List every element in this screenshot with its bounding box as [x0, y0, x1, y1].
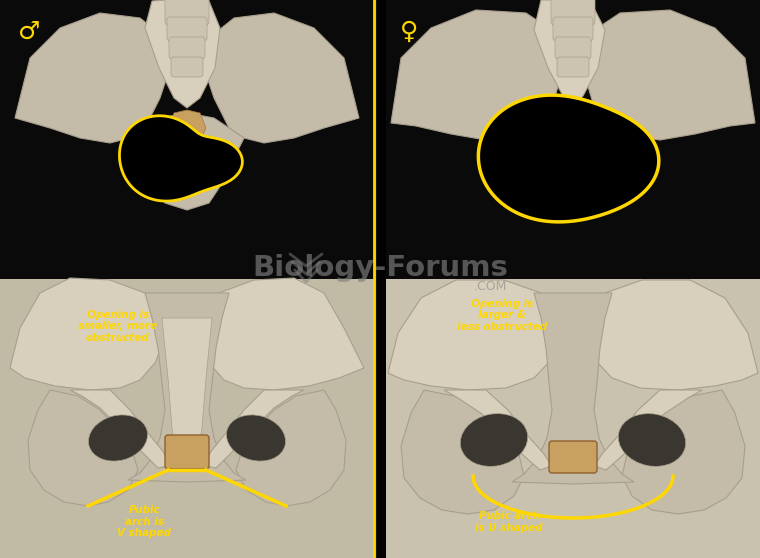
Polygon shape	[204, 13, 359, 143]
FancyBboxPatch shape	[171, 57, 203, 77]
Polygon shape	[236, 390, 346, 506]
Text: ♀: ♀	[400, 20, 418, 44]
Polygon shape	[119, 116, 242, 201]
Text: ♂: ♂	[17, 20, 40, 44]
Ellipse shape	[226, 415, 286, 461]
FancyBboxPatch shape	[169, 37, 205, 59]
Polygon shape	[388, 280, 562, 390]
Polygon shape	[534, 0, 605, 106]
Polygon shape	[70, 390, 170, 468]
Polygon shape	[162, 318, 212, 458]
Text: Biology-Forums: Biology-Forums	[252, 254, 508, 282]
FancyBboxPatch shape	[167, 17, 207, 41]
Polygon shape	[391, 10, 564, 140]
Polygon shape	[512, 293, 634, 484]
Polygon shape	[554, 108, 592, 149]
Bar	[0, 0, 374, 279]
Polygon shape	[622, 390, 745, 514]
FancyBboxPatch shape	[555, 37, 591, 59]
Polygon shape	[504, 111, 642, 216]
FancyBboxPatch shape	[549, 441, 597, 473]
Text: Pubic
arch is
V shaped: Pubic arch is V shaped	[118, 505, 171, 538]
Polygon shape	[130, 113, 244, 210]
Polygon shape	[444, 390, 552, 470]
Polygon shape	[168, 110, 206, 148]
Polygon shape	[128, 293, 246, 482]
Ellipse shape	[619, 413, 686, 466]
Polygon shape	[584, 280, 758, 390]
Polygon shape	[594, 390, 702, 470]
Ellipse shape	[88, 415, 147, 461]
Polygon shape	[204, 390, 304, 468]
FancyBboxPatch shape	[551, 0, 595, 25]
Polygon shape	[401, 390, 524, 514]
Polygon shape	[145, 0, 220, 108]
Text: .COM: .COM	[473, 280, 507, 292]
FancyBboxPatch shape	[165, 435, 209, 469]
Bar	[0, 279, 374, 558]
Text: Pubic arch
is U shaped: Pubic arch is U shaped	[476, 511, 543, 532]
Bar	[386, 0, 760, 279]
Polygon shape	[10, 278, 165, 390]
Polygon shape	[199, 278, 364, 390]
FancyBboxPatch shape	[553, 17, 593, 41]
Bar	[386, 279, 760, 558]
FancyBboxPatch shape	[557, 57, 589, 77]
Polygon shape	[15, 13, 170, 143]
Text: Opening is
smaller, more
obstructed: Opening is smaller, more obstructed	[78, 310, 157, 343]
Ellipse shape	[461, 413, 527, 466]
Text: Opening is
larger &
less obstructed: Opening is larger & less obstructed	[457, 299, 546, 332]
Polygon shape	[582, 10, 755, 140]
Polygon shape	[28, 390, 138, 506]
Polygon shape	[478, 95, 659, 222]
Bar	[0, 279, 374, 558]
FancyBboxPatch shape	[165, 0, 209, 25]
